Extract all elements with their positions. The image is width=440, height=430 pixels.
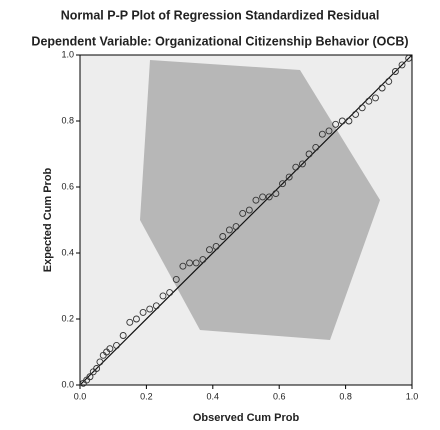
point <box>232 223 240 231</box>
point <box>152 302 160 310</box>
chart-subtitle: Dependent Variable: Organizational Citiz… <box>31 34 408 48</box>
x-tick-label: 0.2 <box>140 391 153 401</box>
point <box>252 196 260 204</box>
point <box>96 358 104 366</box>
y-tick-label: 1.0 <box>61 49 74 59</box>
point <box>139 308 147 316</box>
point <box>93 365 101 372</box>
point <box>285 173 293 181</box>
point <box>192 259 200 267</box>
point <box>86 373 94 381</box>
point <box>378 84 386 92</box>
point <box>405 54 413 62</box>
point <box>259 193 267 201</box>
x-tick-label: 0.0 <box>74 391 87 401</box>
point <box>372 94 379 102</box>
point <box>345 117 353 125</box>
x-tick-label: 0.6 <box>273 391 286 401</box>
point <box>166 289 174 297</box>
point <box>186 259 194 267</box>
point <box>225 226 233 234</box>
x-tick-label: 0.8 <box>339 391 352 401</box>
point <box>245 206 253 214</box>
point <box>298 160 306 168</box>
point <box>179 262 187 270</box>
x-tick-label: 1.0 <box>406 391 419 401</box>
point <box>305 150 313 158</box>
point <box>172 275 180 283</box>
point <box>338 117 346 125</box>
y-tick-label: 0.6 <box>61 181 74 191</box>
chart-title: Normal P-P Plot of Regression Standardiz… <box>61 8 380 22</box>
plot-frame <box>79 54 413 386</box>
point <box>358 104 366 112</box>
y-tick-label: 0.2 <box>61 313 74 323</box>
point <box>212 242 220 250</box>
point <box>126 318 134 326</box>
x-axis-title: Observed Cum Prob <box>193 412 300 424</box>
point <box>325 127 333 135</box>
point <box>385 77 393 85</box>
point <box>206 246 213 254</box>
point <box>219 233 227 240</box>
point <box>199 256 207 264</box>
reference-line <box>79 54 413 386</box>
point <box>391 68 399 75</box>
point <box>312 143 320 151</box>
point <box>352 110 360 118</box>
y-tick-label: 0.8 <box>61 115 74 125</box>
x-tick-label: 0.4 <box>207 391 220 401</box>
point <box>272 190 280 198</box>
point <box>292 163 300 171</box>
point <box>106 345 114 353</box>
point <box>146 305 154 313</box>
watermark <box>140 60 380 340</box>
point <box>159 292 167 300</box>
y-tick-label: 0.4 <box>61 247 74 257</box>
point <box>365 97 373 105</box>
point <box>132 315 140 323</box>
point <box>119 332 127 339</box>
point <box>265 193 273 201</box>
y-axis-title: Expected Cum Prob <box>42 167 54 272</box>
point <box>239 209 247 217</box>
point <box>113 341 120 349</box>
point <box>318 130 326 138</box>
point <box>332 120 340 128</box>
point <box>279 180 286 188</box>
point <box>398 61 406 69</box>
y-tick-label: 0.0 <box>61 379 74 389</box>
